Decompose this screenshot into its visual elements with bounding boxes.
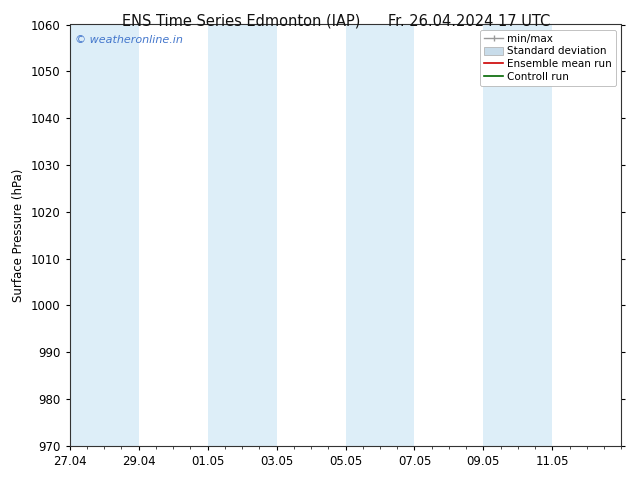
Text: ENS Time Series Edmonton (IAP): ENS Time Series Edmonton (IAP) [122,14,360,29]
Bar [483,24,552,446]
Legend: min/max, Standard deviation, Ensemble mean run, Controll run: min/max, Standard deviation, Ensemble me… [480,30,616,86]
Bar [70,24,139,446]
Bar [346,24,415,446]
Bar [207,24,276,446]
Text: © weatheronline.in: © weatheronline.in [75,35,183,45]
Text: Fr. 26.04.2024 17 UTC: Fr. 26.04.2024 17 UTC [388,14,550,29]
Y-axis label: Surface Pressure (hPa): Surface Pressure (hPa) [13,169,25,302]
